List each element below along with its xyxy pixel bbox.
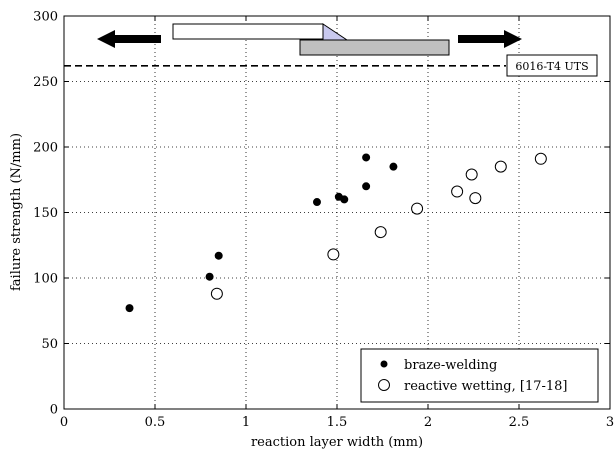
point-reactive-wetting [210, 287, 223, 300]
legend-box [360, 348, 599, 403]
y-tick-label: 250 [33, 75, 58, 90]
x-tick-labels: 0 0.5 1 1.5 2 2.5 3 [60, 415, 614, 430]
point-braze-welding [312, 198, 321, 207]
point-braze-welding [362, 153, 371, 162]
right-arrow-icon [458, 30, 522, 48]
point-reactive-wetting [469, 192, 482, 205]
legend-label-reactive-wetting: reactive wetting, [17-18] [404, 379, 568, 394]
braze-fillet [322, 23, 349, 41]
point-braze-welding [340, 195, 349, 204]
x-tick-label: 0.5 [145, 415, 166, 430]
left-arrow-icon [97, 30, 161, 48]
y-tick-label: 300 [33, 10, 58, 25]
legend: braze-welding reactive wetting, [17-18] [360, 348, 599, 403]
x-tick-label: 3 [606, 415, 614, 430]
y-tick-labels: 0 50 100 150 200 250 300 [33, 10, 58, 418]
point-reactive-wetting [374, 226, 387, 239]
legend-marker-reactive-wetting [378, 379, 390, 391]
y-tick-label: 0 [50, 403, 58, 418]
upper-sheet [172, 23, 324, 40]
point-reactive-wetting [494, 160, 507, 173]
y-tick-label: 150 [33, 206, 58, 221]
data-points [125, 152, 547, 313]
lower-sheet [299, 39, 450, 56]
point-braze-welding [362, 182, 371, 191]
y-tick-label: 50 [41, 337, 58, 352]
point-reactive-wetting [411, 202, 424, 215]
y-tick-label: 100 [33, 272, 58, 287]
x-tick-label: 0 [60, 415, 68, 430]
uts-label-box [506, 54, 598, 77]
point-braze-welding [389, 162, 398, 171]
x-axis-label: reaction layer width (mm) [251, 435, 423, 450]
point-reactive-wetting [465, 168, 478, 181]
point-reactive-wetting [451, 185, 464, 198]
y-axis-label: failure strength (N/mm) [9, 133, 24, 291]
point-braze-welding [205, 272, 214, 281]
legend-label-braze-welding: braze-welding [404, 358, 497, 373]
point-braze-welding [214, 251, 223, 260]
lap-joint-schematic [97, 23, 522, 56]
point-reactive-wetting [327, 248, 340, 261]
point-braze-welding [125, 304, 134, 313]
uts-label: 6016-T4 UTS [515, 60, 588, 73]
point-reactive-wetting [534, 152, 547, 165]
x-tick-label: 2.5 [509, 415, 530, 430]
legend-marker-braze-welding [380, 360, 388, 368]
x-tick-label: 2 [424, 415, 432, 430]
y-tick-label: 200 [33, 141, 58, 156]
axis-ticks [63, 15, 611, 410]
grid-lines [64, 16, 610, 409]
x-tick-label: 1 [242, 415, 250, 430]
x-tick-label: 1.5 [327, 415, 348, 430]
